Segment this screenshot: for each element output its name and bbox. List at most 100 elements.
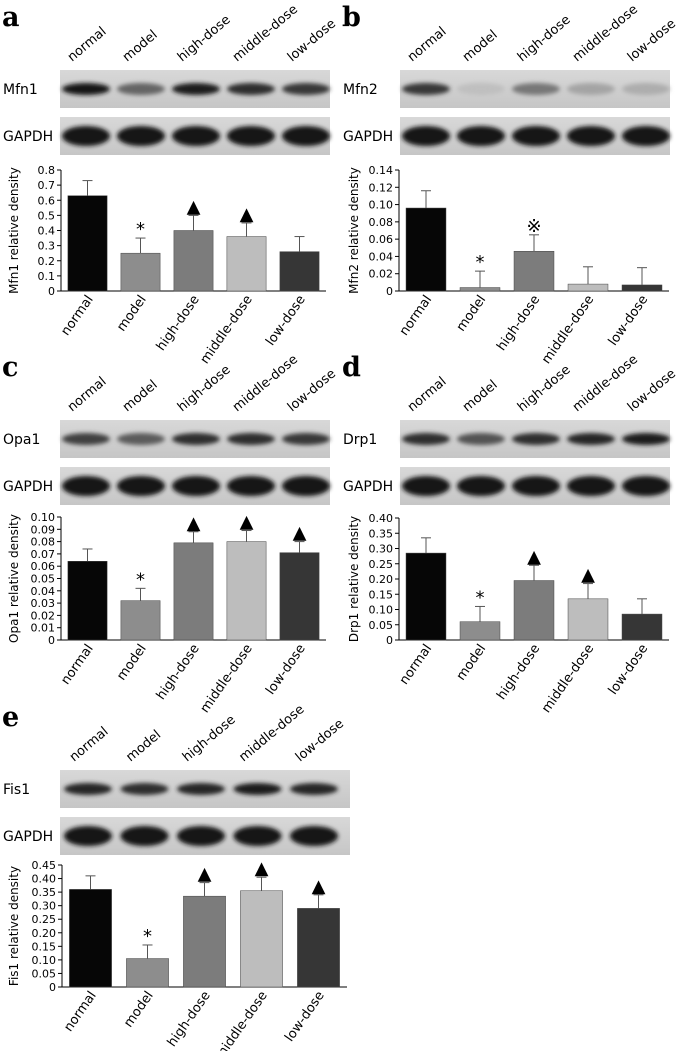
bar-normal [405, 207, 447, 292]
blot-band [457, 126, 505, 146]
category-label: normal [397, 642, 435, 688]
category-label: model [121, 989, 157, 1031]
y-tick-label: 0.7 [38, 179, 56, 192]
lane-label: model [460, 378, 501, 416]
bar-model [120, 252, 161, 292]
blot-band [282, 83, 330, 95]
y-tick-label: 0.5 [38, 209, 56, 222]
y-tick-label: 0.10 [369, 604, 394, 617]
bar-high-dose [173, 230, 214, 292]
y-tick-label: 0.10 [369, 199, 394, 212]
category-label: low-dose [606, 293, 651, 349]
y-tick-label: 0.8 [38, 164, 56, 177]
y-tick-label: 0.40 [32, 873, 57, 886]
blot-band [290, 826, 338, 846]
category-label: middle-dose [539, 642, 597, 716]
bar-low-dose [621, 284, 663, 292]
blot-band [172, 83, 220, 95]
lane-label: normal [67, 724, 112, 765]
category-label: model [114, 642, 150, 684]
blot-band [62, 126, 110, 146]
blot-band [227, 83, 275, 95]
significance-marker: * [136, 569, 145, 590]
lane-label: model [123, 728, 164, 766]
blot-band [402, 83, 450, 95]
blot-band [457, 476, 505, 496]
blot-band [282, 126, 330, 146]
blot-band [402, 476, 450, 496]
bar-high-dose [513, 580, 555, 641]
blot-band [512, 433, 560, 445]
lane-label: model [460, 28, 501, 66]
y-tick-label: 0.04 [369, 250, 394, 263]
y-tick-label: 0 [386, 634, 393, 647]
y-tick-label: 0 [49, 981, 56, 994]
y-tick-label: 0.05 [31, 573, 56, 586]
panel-d: d normal model high-dose middle-dose low-dose… [340, 350, 680, 716]
category-label: high-dose [165, 989, 214, 1050]
lane-label: normal [405, 374, 450, 415]
blot-band [62, 476, 110, 496]
y-tick-label: 0.01 [31, 622, 56, 635]
blot-band [120, 826, 169, 846]
triangle-marker: ▲ [293, 523, 307, 544]
category-label: low-dose [263, 642, 308, 698]
y-axis-label: Mfn2 relative density [347, 167, 361, 294]
y-tick-label: 0.08 [369, 216, 394, 229]
protein-label: Mfn2 [343, 82, 378, 98]
blot-band [290, 783, 338, 795]
triangle-marker: ▲ [312, 876, 326, 897]
y-tick-label: 0.05 [369, 619, 394, 632]
triangle-marker: ▲ [240, 512, 254, 533]
y-tick-label: 0.15 [369, 588, 394, 601]
category-label: normal [58, 642, 96, 688]
category-label: normal [61, 989, 99, 1035]
blot-band [622, 433, 670, 445]
y-axis-label: Drp1 relative density [347, 516, 361, 642]
lane-label: high-dose [175, 12, 234, 65]
lane-label: low-dose [625, 366, 679, 415]
blot-band [227, 433, 275, 445]
y-tick-label: 0 [48, 634, 55, 647]
category-label: normal [397, 293, 435, 339]
protein-label: Fis1 [3, 782, 30, 798]
bar-middle-dose [240, 890, 283, 988]
y-tick-label: 0.20 [32, 927, 57, 940]
triangle-marker: ▲ [187, 513, 201, 534]
lane-label: low-dose [293, 716, 347, 765]
y-tick-label: 0.30 [32, 900, 57, 913]
y-axis-label: Fis1 relative density [7, 866, 21, 986]
blot-band [457, 433, 505, 445]
blot-band [117, 433, 165, 445]
y-tick-label: 0.4 [38, 225, 56, 238]
lane-label: normal [65, 374, 110, 415]
blot-band [282, 433, 330, 445]
bar-model [120, 600, 161, 641]
blot-band [117, 126, 165, 146]
lane-label: model [120, 378, 161, 416]
panel-e: e normal model high-dose middle-dose low-dose… [0, 700, 360, 1051]
category-label: high-dose [154, 642, 203, 703]
y-tick-label: 0.6 [38, 194, 56, 207]
protein-label: Mfn1 [3, 82, 38, 98]
gapdh-label: GAPDH [3, 829, 53, 845]
category-label: high-dose [494, 293, 543, 354]
blot-band [172, 433, 220, 445]
protein-label: Opa1 [3, 432, 40, 448]
blot-band [567, 83, 615, 95]
y-tick-label: 0.15 [32, 940, 57, 953]
y-tick-label: 0.02 [31, 609, 56, 622]
blot-band [172, 126, 220, 146]
bar-high-dose [183, 895, 226, 988]
blot-band [64, 783, 112, 795]
blot-band [117, 476, 165, 496]
blot-band [62, 83, 110, 95]
blot-band [177, 783, 225, 795]
y-tick-label: 0.20 [369, 573, 394, 586]
blot-band [402, 433, 450, 445]
blot-band [457, 83, 505, 95]
panel-letter: b [342, 2, 361, 33]
y-tick-label: 0.3 [38, 240, 56, 253]
triangle-marker: ▲ [255, 858, 269, 879]
category-label: high-dose [154, 293, 203, 354]
